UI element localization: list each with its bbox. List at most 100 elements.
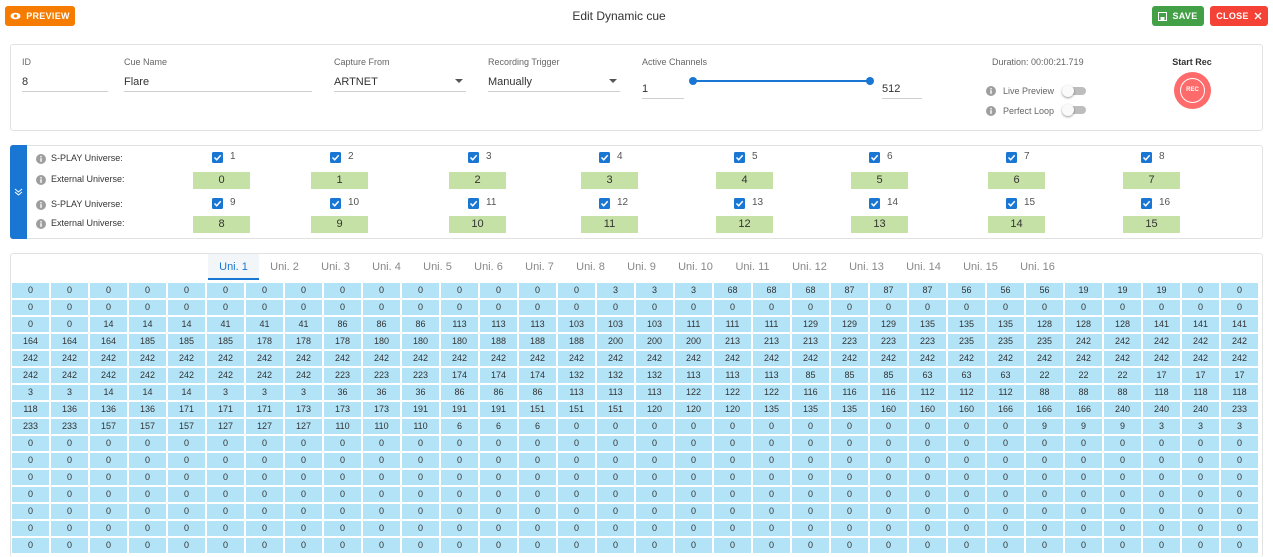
- splay-universe: 4: [617, 151, 623, 162]
- dmx-cell: 0: [1143, 300, 1180, 315]
- external-universe[interactable]: 7: [1123, 172, 1180, 189]
- dmx-cell: 0: [948, 453, 985, 468]
- universe-tab[interactable]: Uni. 16: [1020, 261, 1055, 273]
- dmx-cell: 0: [1221, 487, 1258, 502]
- dmx-cell: 0: [714, 487, 751, 502]
- universe-tab[interactable]: Uni. 2: [270, 261, 299, 273]
- toggle-track[interactable]: [1064, 106, 1086, 114]
- field-value[interactable]: Flare: [124, 76, 312, 92]
- save-button[interactable]: SAVE: [1152, 6, 1204, 26]
- dmx-cell: 0: [324, 453, 361, 468]
- dmx-cell: 0: [480, 487, 517, 502]
- universe-tab[interactable]: Uni. 5: [423, 261, 452, 273]
- splay-universe: 1: [230, 151, 236, 162]
- external-universe[interactable]: 10: [449, 216, 506, 233]
- save-label: SAVE: [1172, 11, 1198, 21]
- rec-ring: REC: [1180, 78, 1205, 103]
- dmx-cell: 0: [753, 504, 790, 519]
- external-universe[interactable]: 15: [1123, 216, 1180, 233]
- channel-max[interactable]: 512: [882, 83, 922, 99]
- universe-tab[interactable]: Uni. 15: [963, 261, 998, 273]
- external-universe[interactable]: 12: [716, 216, 773, 233]
- dmx-cell: 113: [753, 368, 790, 383]
- external-universe[interactable]: 4: [716, 172, 773, 189]
- external-universe[interactable]: 6: [988, 172, 1045, 189]
- toggle-knob: [1062, 85, 1074, 97]
- universe-tab[interactable]: Uni. 12: [792, 261, 827, 273]
- dmx-cell: 0: [1143, 470, 1180, 485]
- external-universe[interactable]: 0: [193, 172, 250, 189]
- dmx-cell: 0: [168, 436, 205, 451]
- dmx-cell: 0: [1026, 538, 1063, 553]
- dmx-cell: 63: [948, 368, 985, 383]
- field-value[interactable]: Manually: [488, 76, 620, 92]
- dmx-cell: 166: [1065, 402, 1102, 417]
- dmx-cell: 22: [1065, 368, 1102, 383]
- universe-tab[interactable]: Uni. 1: [208, 254, 259, 280]
- universe-tab[interactable]: Uni. 13: [849, 261, 884, 273]
- universe-tab[interactable]: Uni. 3: [321, 261, 350, 273]
- dmx-cell: 242: [558, 351, 595, 366]
- universe-tab[interactable]: Uni. 6: [474, 261, 503, 273]
- dmx-cell: 233: [51, 419, 88, 434]
- dmx-cell: 0: [870, 538, 907, 553]
- external-universe[interactable]: 1: [311, 172, 368, 189]
- dmx-cell: 0: [909, 504, 946, 519]
- dmx-cell: 0: [1221, 470, 1258, 485]
- universe-tab[interactable]: Uni. 14: [906, 261, 941, 273]
- dmx-cell: 178: [285, 334, 322, 349]
- external-universe[interactable]: 3: [581, 172, 638, 189]
- slider-thumb[interactable]: [866, 77, 874, 85]
- external-universe[interactable]: 2: [449, 172, 506, 189]
- dmx-cell: 0: [1065, 453, 1102, 468]
- preview-button[interactable]: PREVIEW: [5, 6, 75, 26]
- dmx-cell: 0: [987, 487, 1024, 502]
- preview-label: PREVIEW: [26, 11, 70, 21]
- dmx-cell: 0: [441, 538, 478, 553]
- dmx-cell: 0: [324, 538, 361, 553]
- toggle-track[interactable]: [1064, 87, 1086, 95]
- dmx-cell: 0: [12, 538, 49, 553]
- dmx-cell: 0: [480, 300, 517, 315]
- dmx-cell: 0: [636, 419, 673, 434]
- dmx-cell: 242: [870, 351, 907, 366]
- field-value[interactable]: ARTNET: [334, 76, 466, 92]
- dmx-cell: 0: [90, 300, 127, 315]
- checkbox: [734, 152, 745, 163]
- universe-tab[interactable]: Uni. 4: [372, 261, 401, 273]
- dmx-cell: 0: [1182, 436, 1219, 451]
- close-button[interactable]: CLOSE: [1210, 6, 1268, 26]
- external-universe[interactable]: 11: [581, 216, 638, 233]
- dmx-cell: 0: [948, 470, 985, 485]
- dmx-cell: 200: [597, 334, 634, 349]
- slider-thumb[interactable]: [689, 77, 697, 85]
- universe-tab[interactable]: Uni. 7: [525, 261, 554, 273]
- dmx-cell: 242: [402, 351, 439, 366]
- universe-tab[interactable]: Uni. 10: [678, 261, 713, 273]
- external-universe[interactable]: 9: [311, 216, 368, 233]
- external-universe[interactable]: 13: [851, 216, 908, 233]
- dmx-cell: 0: [1026, 470, 1063, 485]
- channel-min[interactable]: 1: [642, 83, 684, 99]
- dmx-cell: 0: [948, 487, 985, 502]
- universe-tab[interactable]: Uni. 11: [735, 261, 770, 273]
- dmx-cell: 36: [324, 385, 361, 400]
- field-label: Cue Name: [124, 57, 168, 67]
- dmx-cell: 0: [948, 300, 985, 315]
- eye-icon: [10, 12, 21, 20]
- dmx-cell: 0: [636, 504, 673, 519]
- universe-tab[interactable]: Uni. 9: [627, 261, 656, 273]
- dmx-cell: 174: [519, 368, 556, 383]
- toggle-label: Live Preview: [1003, 86, 1055, 96]
- external-universe[interactable]: 5: [851, 172, 908, 189]
- collapse-tab[interactable]: [10, 145, 27, 239]
- field-value[interactable]: 8: [22, 76, 108, 92]
- dmx-cell: 0: [363, 487, 400, 502]
- external-universe[interactable]: 8: [193, 216, 250, 233]
- dmx-cell: 63: [987, 368, 1024, 383]
- dmx-cell: 200: [636, 334, 673, 349]
- dmx-cell: 0: [168, 283, 205, 298]
- universe-tab[interactable]: Uni. 8: [576, 261, 605, 273]
- external-universe[interactable]: 14: [988, 216, 1045, 233]
- dmx-cell: 174: [480, 368, 517, 383]
